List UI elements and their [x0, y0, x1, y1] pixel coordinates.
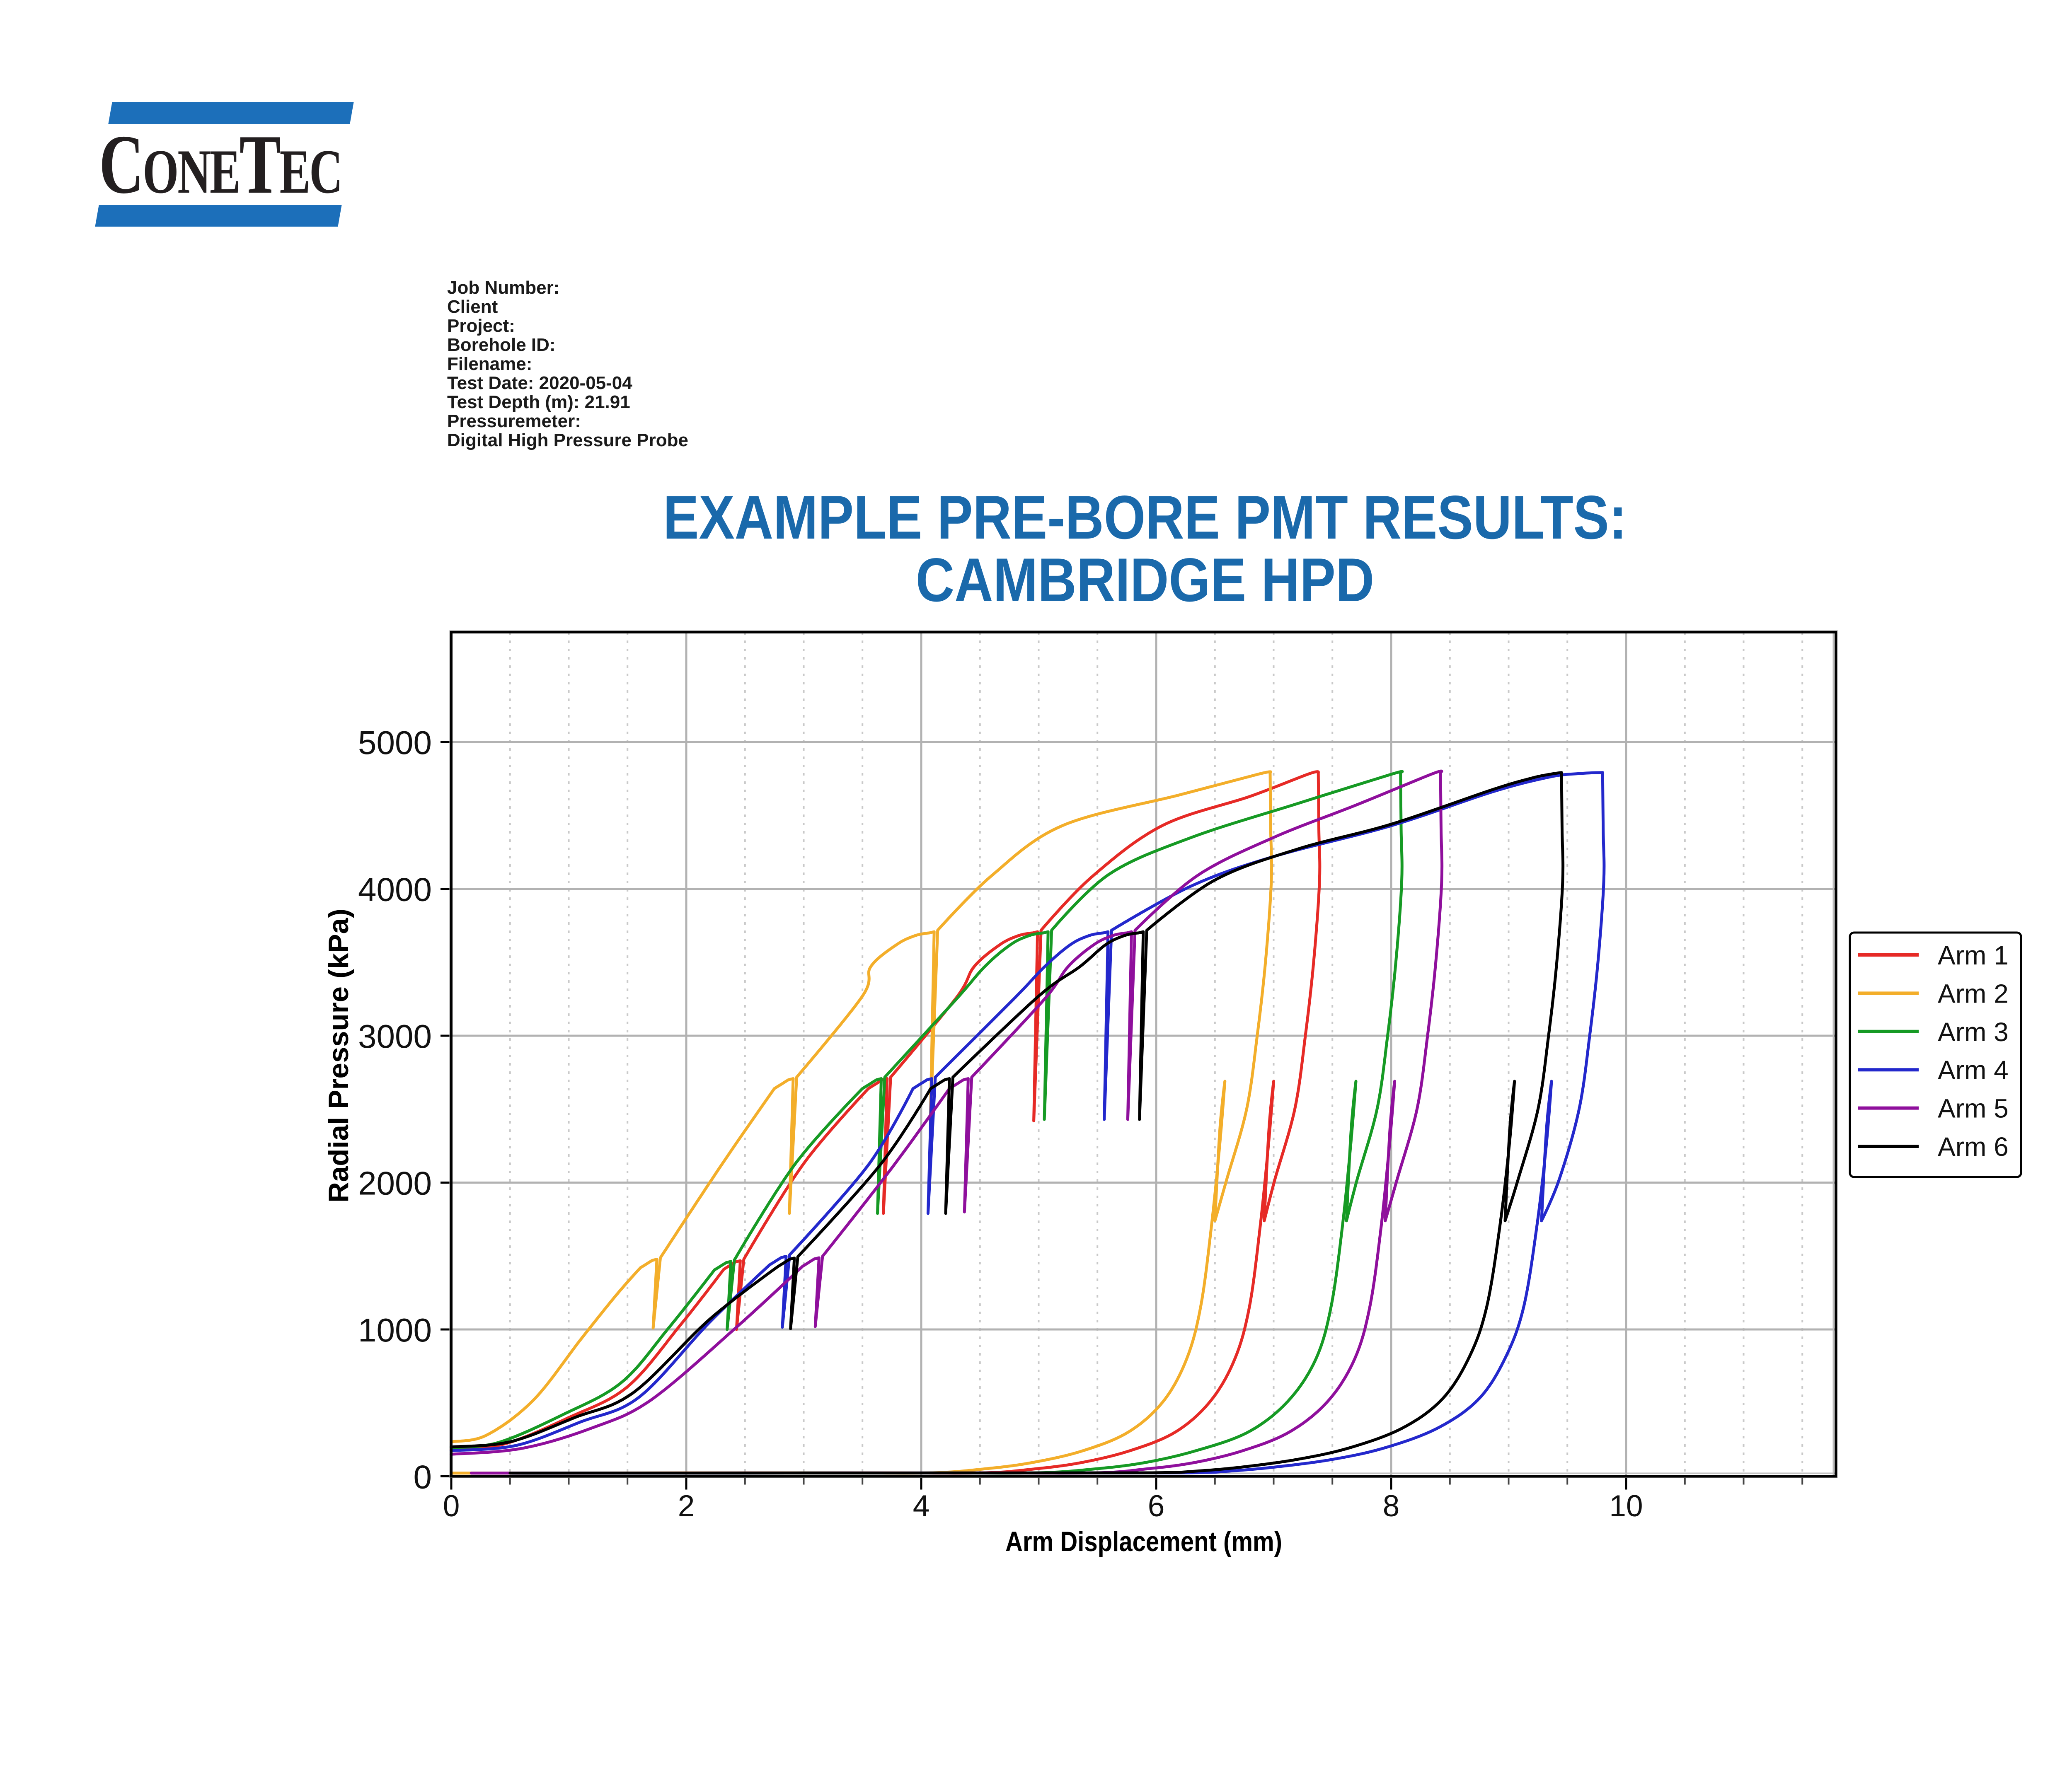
svg-text:Arm 3: Arm 3 — [1938, 1017, 2009, 1047]
svg-text:Arm 2: Arm 2 — [1938, 979, 2009, 1008]
svg-text:Arm 6: Arm 6 — [1938, 1132, 2009, 1162]
svg-text:3000: 3000 — [358, 1018, 432, 1055]
svg-text:4000: 4000 — [358, 871, 432, 908]
svg-text:Arm 1: Arm 1 — [1938, 940, 2009, 970]
svg-text:Arm 4: Arm 4 — [1938, 1055, 2009, 1085]
svg-text:6: 6 — [1148, 1489, 1165, 1523]
svg-text:Radial Pressure (kPa): Radial Pressure (kPa) — [323, 909, 354, 1203]
svg-text:2: 2 — [678, 1489, 695, 1523]
svg-text:8: 8 — [1383, 1489, 1400, 1523]
svg-text:10: 10 — [1609, 1489, 1643, 1523]
svg-text:Arm Displacement (mm): Arm Displacement (mm) — [1005, 1526, 1282, 1557]
svg-text:0: 0 — [414, 1459, 432, 1496]
svg-text:0: 0 — [443, 1489, 460, 1523]
svg-text:1000: 1000 — [358, 1312, 432, 1349]
svg-text:5000: 5000 — [358, 724, 432, 761]
svg-text:4: 4 — [913, 1489, 930, 1523]
svg-text:2000: 2000 — [358, 1165, 432, 1202]
svg-text:Arm 5: Arm 5 — [1938, 1094, 2009, 1124]
